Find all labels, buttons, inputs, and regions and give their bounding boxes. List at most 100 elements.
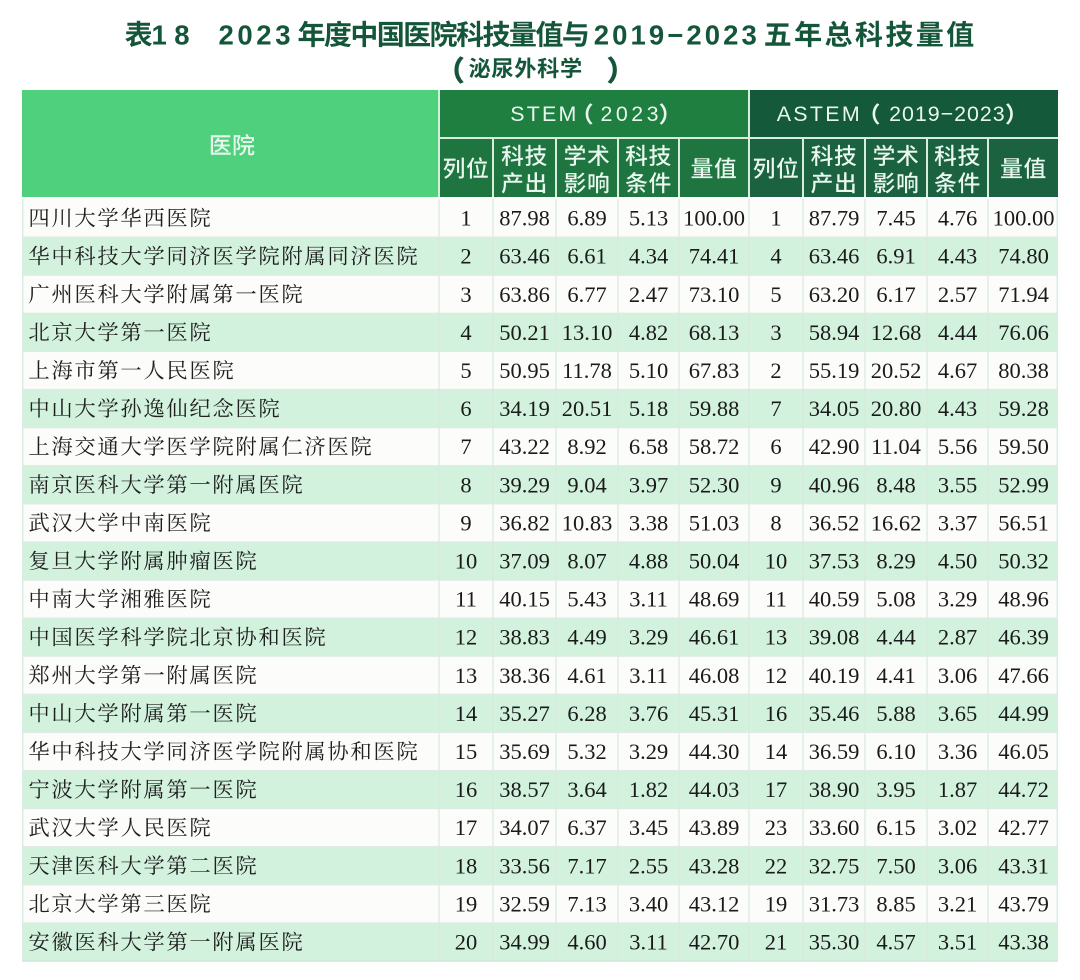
svg-text:8: 8: [460, 472, 471, 497]
svg-text:38.83: 38.83: [499, 625, 550, 650]
svg-text:52.30: 52.30: [689, 472, 740, 497]
svg-text:46.61: 46.61: [689, 625, 740, 650]
svg-text:4.43: 4.43: [938, 396, 977, 421]
svg-text:13.10: 13.10: [562, 320, 613, 345]
svg-text:4.34: 4.34: [629, 244, 668, 269]
svg-text:21: 21: [765, 930, 788, 955]
svg-text:3.11: 3.11: [629, 930, 668, 955]
svg-text:100.00: 100.00: [993, 206, 1055, 231]
svg-text:3.36: 3.36: [938, 739, 977, 764]
svg-text:87.98: 87.98: [499, 206, 550, 231]
svg-text:22: 22: [765, 853, 788, 878]
svg-text:18: 18: [455, 853, 478, 878]
svg-text:3.76: 3.76: [629, 701, 668, 726]
svg-text:14: 14: [765, 739, 788, 764]
svg-text:71.94: 71.94: [998, 282, 1049, 307]
svg-text:67.83: 67.83: [689, 358, 740, 383]
svg-text:1.82: 1.82: [629, 777, 668, 802]
svg-text:3.06: 3.06: [938, 663, 977, 688]
svg-text:4.44: 4.44: [876, 625, 915, 650]
svg-text:12.68: 12.68: [871, 320, 922, 345]
svg-text:43.22: 43.22: [499, 434, 550, 459]
svg-text:5.13: 5.13: [629, 206, 668, 231]
svg-text:8.85: 8.85: [876, 891, 915, 916]
svg-text:6.58: 6.58: [629, 434, 668, 459]
svg-text:6.91: 6.91: [876, 244, 915, 269]
svg-text:4: 4: [770, 244, 781, 269]
svg-text:45.31: 45.31: [689, 701, 740, 726]
svg-text:23: 23: [765, 815, 788, 840]
svg-text:7: 7: [460, 434, 471, 459]
svg-text:43.38: 43.38: [998, 930, 1049, 955]
svg-text:19: 19: [455, 891, 478, 916]
svg-text:3.51: 3.51: [938, 930, 977, 955]
svg-text:7.45: 7.45: [876, 206, 915, 231]
svg-text:1.87: 1.87: [938, 777, 977, 802]
svg-text:6: 6: [460, 396, 471, 421]
svg-text:40.19: 40.19: [809, 663, 860, 688]
svg-text:2: 2: [460, 244, 471, 269]
svg-text:44.30: 44.30: [689, 739, 740, 764]
svg-text:35.27: 35.27: [499, 701, 550, 726]
svg-text:2.55: 2.55: [629, 853, 668, 878]
svg-text:47.66: 47.66: [998, 663, 1049, 688]
svg-text:33.60: 33.60: [809, 815, 860, 840]
svg-text:50.04: 50.04: [689, 549, 740, 574]
svg-text:4.67: 4.67: [938, 358, 977, 383]
svg-text:5.43: 5.43: [567, 587, 606, 612]
svg-text:31.73: 31.73: [809, 891, 860, 916]
svg-text:48.96: 48.96: [998, 587, 1049, 612]
svg-text:3.29: 3.29: [938, 587, 977, 612]
svg-text:4.88: 4.88: [629, 549, 668, 574]
svg-text:36.82: 36.82: [499, 510, 550, 535]
svg-text:2019−2023: 2019−2023: [889, 102, 1005, 126]
svg-text:5.18: 5.18: [629, 396, 668, 421]
svg-text:3.29: 3.29: [629, 625, 668, 650]
svg-text:50.32: 50.32: [998, 549, 1049, 574]
svg-text:5.10: 5.10: [629, 358, 668, 383]
svg-text:46.05: 46.05: [998, 739, 1049, 764]
svg-text:4.50: 4.50: [938, 549, 977, 574]
svg-text:3: 3: [770, 320, 781, 345]
svg-text:43.89: 43.89: [689, 815, 740, 840]
svg-text:63.46: 63.46: [809, 244, 860, 269]
svg-text:5.32: 5.32: [567, 739, 606, 764]
svg-text:7.17: 7.17: [567, 853, 606, 878]
svg-text:50.95: 50.95: [499, 358, 550, 383]
svg-text:13: 13: [765, 625, 788, 650]
svg-text:8.48: 8.48: [876, 472, 915, 497]
svg-text:6.10: 6.10: [876, 739, 915, 764]
svg-text:4.49: 4.49: [567, 625, 606, 650]
svg-text:2: 2: [770, 358, 781, 383]
svg-text:74.80: 74.80: [998, 244, 1049, 269]
svg-text:59.88: 59.88: [689, 396, 740, 421]
svg-text:8.07: 8.07: [567, 549, 606, 574]
svg-text:5: 5: [770, 282, 781, 307]
svg-text:20.52: 20.52: [871, 358, 922, 383]
svg-text:34.05: 34.05: [809, 396, 860, 421]
svg-text:14: 14: [455, 701, 478, 726]
svg-text:ASTEM: ASTEM: [777, 102, 860, 126]
svg-text:35.46: 35.46: [809, 701, 860, 726]
svg-text:4.60: 4.60: [567, 930, 606, 955]
svg-text:3.45: 3.45: [629, 815, 668, 840]
svg-text:56.51: 56.51: [998, 510, 1049, 535]
svg-text:7: 7: [770, 396, 781, 421]
svg-text:6.15: 6.15: [876, 815, 915, 840]
svg-text:42.90: 42.90: [809, 434, 860, 459]
svg-text:40.59: 40.59: [809, 587, 860, 612]
svg-text:32.59: 32.59: [499, 891, 550, 916]
svg-text:3.29: 3.29: [629, 739, 668, 764]
svg-text:68.13: 68.13: [689, 320, 740, 345]
svg-text:9.04: 9.04: [567, 472, 606, 497]
svg-text:40.15: 40.15: [499, 587, 550, 612]
svg-text:10.83: 10.83: [562, 510, 613, 535]
svg-text:42.77: 42.77: [998, 815, 1049, 840]
svg-text:4.57: 4.57: [876, 930, 915, 955]
svg-text:6.17: 6.17: [876, 282, 915, 307]
svg-text:9: 9: [460, 510, 471, 535]
svg-text:50.21: 50.21: [499, 320, 550, 345]
svg-text:34.07: 34.07: [499, 815, 550, 840]
svg-text:40.96: 40.96: [809, 472, 860, 497]
svg-text:2.57: 2.57: [938, 282, 977, 307]
